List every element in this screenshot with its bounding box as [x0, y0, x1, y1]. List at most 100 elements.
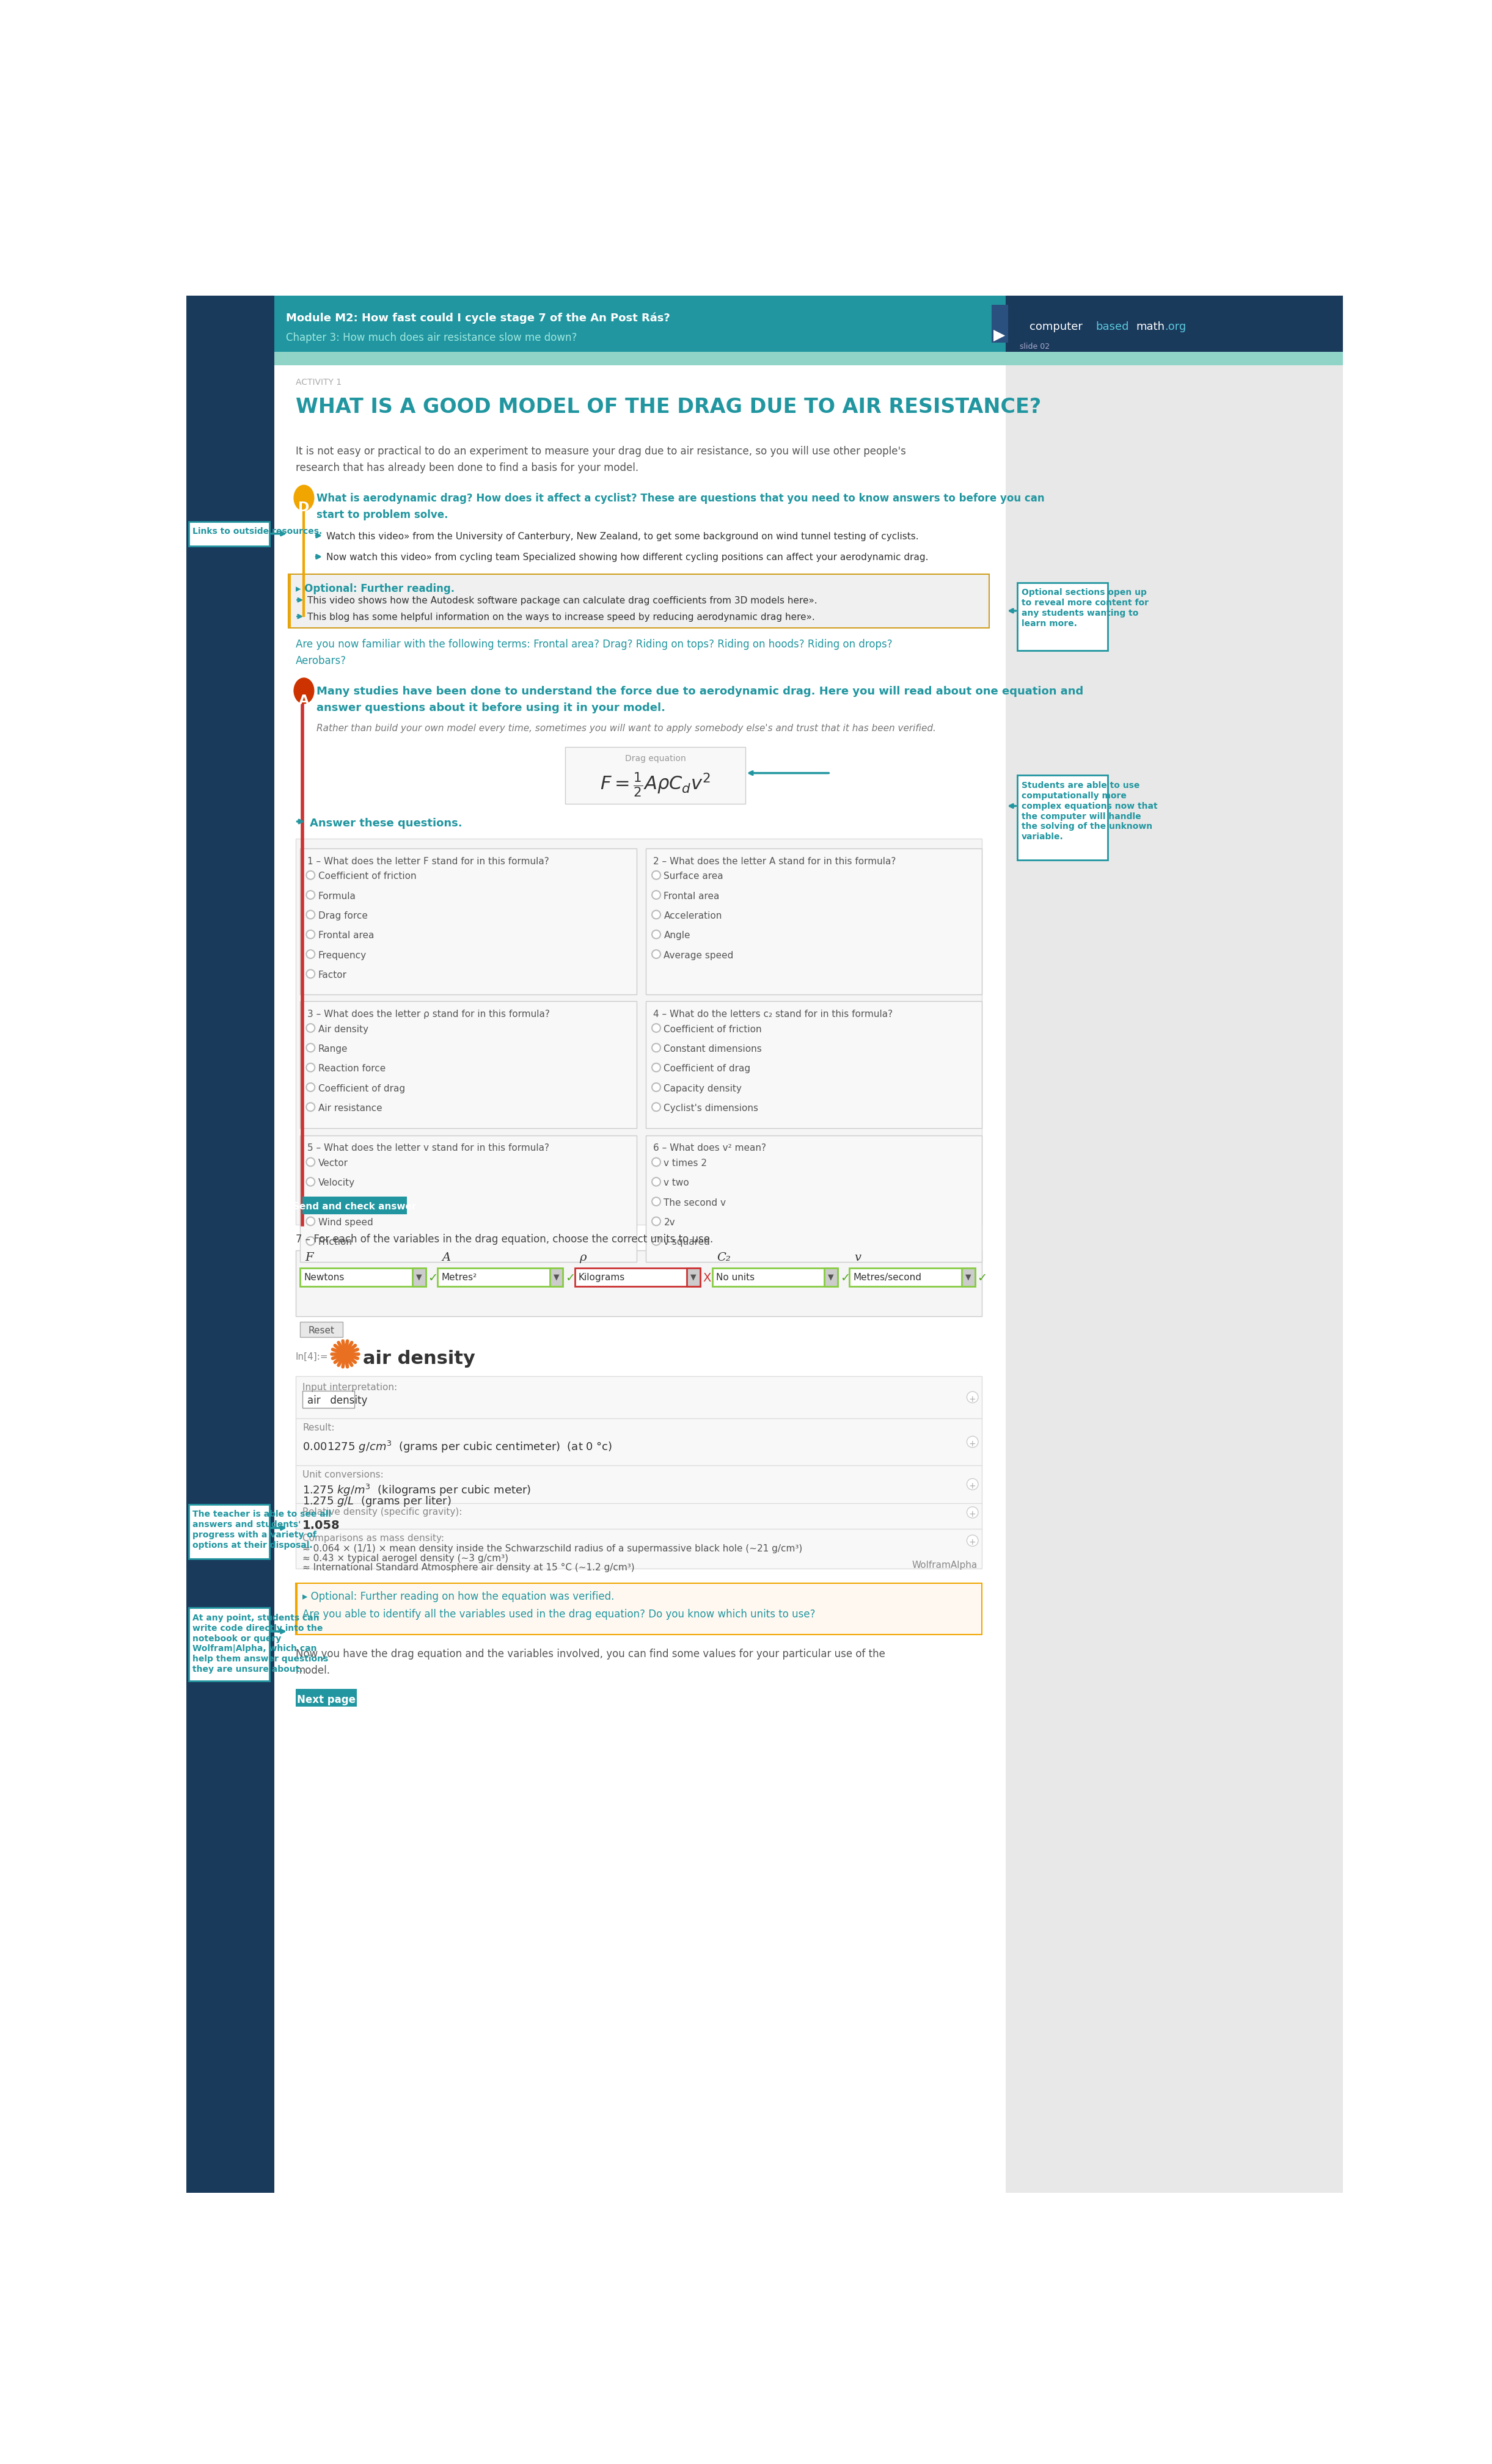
- Text: Air density: Air density: [318, 1025, 369, 1035]
- Text: Relative density (specific gravity):: Relative density (specific gravity):: [303, 1508, 463, 1518]
- FancyBboxPatch shape: [295, 838, 982, 1225]
- Circle shape: [306, 1217, 315, 1225]
- Text: Students are able to use: Students are able to use: [1022, 781, 1140, 788]
- Text: +: +: [968, 1481, 976, 1491]
- Text: ≈ International Standard Atmosphere air density at 15 °C (∼1.2 g/cm³): ≈ International Standard Atmosphere air …: [303, 1562, 634, 1572]
- Circle shape: [652, 1217, 661, 1225]
- Text: ✓: ✓: [840, 1271, 850, 1284]
- FancyBboxPatch shape: [295, 1375, 982, 1570]
- Text: It is not easy or practical to do an experiment to measure your drag due to air : It is not easy or practical to do an exp…: [295, 446, 906, 458]
- Text: help them answer questions: help them answer questions: [192, 1656, 328, 1663]
- Text: Drag force: Drag force: [318, 912, 367, 922]
- Text: ▶: ▶: [994, 328, 1006, 342]
- Circle shape: [337, 1348, 352, 1360]
- Circle shape: [652, 1023, 661, 1032]
- Text: +: +: [968, 1395, 976, 1404]
- Text: Metres²: Metres²: [442, 1274, 477, 1281]
- Text: 3 – What does the letter ρ stand for in this formula?: 3 – What does the letter ρ stand for in …: [307, 1010, 549, 1018]
- Text: v times 2: v times 2: [664, 1158, 707, 1168]
- Text: +: +: [968, 1439, 976, 1449]
- Text: ▼: ▼: [416, 1274, 422, 1281]
- Text: air density: air density: [363, 1350, 476, 1368]
- Text: options at their disposal.: options at their disposal.: [192, 1540, 313, 1550]
- Circle shape: [967, 1392, 979, 1402]
- FancyBboxPatch shape: [189, 522, 270, 547]
- Text: computer: computer: [1029, 320, 1082, 333]
- Text: the solving of the unknown: the solving of the unknown: [1022, 823, 1152, 830]
- Text: Many studies have been done to understand the force due to aerodynamic drag. Her: Many studies have been done to understan…: [316, 685, 1083, 697]
- Text: ≈ 0.43 × typical aerogel density (∼3 g/cm³): ≈ 0.43 × typical aerogel density (∼3 g/c…: [303, 1555, 509, 1562]
- Circle shape: [652, 890, 661, 899]
- Text: Formula: Formula: [318, 892, 357, 902]
- Text: Factor: Factor: [318, 971, 346, 981]
- Text: computationally more: computationally more: [1022, 791, 1126, 801]
- Text: C₂: C₂: [716, 1252, 731, 1264]
- Text: Coefficient of drag: Coefficient of drag: [664, 1064, 750, 1074]
- Text: 7 – For each of the variables in the drag equation, choose the correct units to : 7 – For each of the variables in the dra…: [295, 1234, 713, 1244]
- Text: they are unsure about.: they are unsure about.: [192, 1666, 303, 1673]
- Circle shape: [306, 1198, 315, 1205]
- Circle shape: [306, 909, 315, 919]
- Text: Chapter 3: How much does air resistance slow me down?: Chapter 3: How much does air resistance …: [286, 333, 577, 342]
- Circle shape: [306, 1023, 315, 1032]
- Circle shape: [967, 1478, 979, 1491]
- Text: X: X: [703, 1271, 710, 1284]
- Text: Drag equation: Drag equation: [625, 754, 686, 764]
- Circle shape: [967, 1535, 979, 1547]
- FancyBboxPatch shape: [992, 306, 1009, 342]
- Text: Watch this video» from the University of Canterbury, New Zealand, to get some ba: Watch this video» from the University of…: [327, 532, 919, 542]
- Text: any students wanting to: any students wanting to: [1022, 609, 1138, 618]
- Text: Module M2: How fast could I cycle stage 7 of the An Post Rás?: Module M2: How fast could I cycle stage …: [286, 313, 670, 323]
- FancyBboxPatch shape: [686, 1269, 700, 1286]
- Text: ✓: ✓: [565, 1271, 576, 1284]
- Text: Send and check answer: Send and check answer: [292, 1202, 416, 1212]
- FancyBboxPatch shape: [189, 1609, 270, 1680]
- FancyBboxPatch shape: [646, 1136, 982, 1262]
- Text: answers and students': answers and students': [192, 1520, 301, 1530]
- Text: ✓: ✓: [428, 1271, 439, 1284]
- FancyBboxPatch shape: [712, 1269, 837, 1286]
- Text: Metres/second: Metres/second: [853, 1274, 922, 1281]
- Text: learn more.: learn more.: [1022, 618, 1077, 628]
- Text: Cyclist's dimensions: Cyclist's dimensions: [664, 1104, 758, 1114]
- Text: +: +: [968, 1538, 976, 1547]
- Text: Next page: Next page: [297, 1695, 355, 1705]
- FancyBboxPatch shape: [549, 1269, 562, 1286]
- Text: 6 – What does v² mean?: 6 – What does v² mean?: [653, 1143, 765, 1153]
- Text: Capacity density: Capacity density: [664, 1084, 742, 1094]
- Circle shape: [967, 1437, 979, 1446]
- Text: A: A: [298, 695, 309, 707]
- Text: In[4]:=: In[4]:=: [295, 1353, 328, 1363]
- Text: ▼: ▼: [828, 1274, 834, 1281]
- FancyBboxPatch shape: [189, 1506, 270, 1560]
- Circle shape: [652, 1042, 661, 1052]
- Text: Angle: Angle: [664, 931, 691, 941]
- Circle shape: [652, 1158, 661, 1165]
- Circle shape: [652, 1178, 661, 1185]
- Circle shape: [652, 1104, 661, 1111]
- FancyBboxPatch shape: [295, 1249, 982, 1316]
- Circle shape: [652, 1237, 661, 1244]
- Ellipse shape: [294, 485, 315, 510]
- FancyBboxPatch shape: [962, 1269, 974, 1286]
- Text: Air resistance: Air resistance: [318, 1104, 382, 1114]
- FancyBboxPatch shape: [295, 1688, 357, 1708]
- Text: ρ: ρ: [579, 1252, 586, 1264]
- FancyBboxPatch shape: [1006, 296, 1343, 352]
- Text: At any point, students can: At any point, students can: [192, 1614, 319, 1621]
- Text: to reveal more content for: to reveal more content for: [1022, 599, 1149, 606]
- Circle shape: [306, 1158, 315, 1165]
- FancyBboxPatch shape: [303, 1198, 407, 1215]
- Circle shape: [306, 929, 315, 939]
- FancyBboxPatch shape: [300, 1321, 343, 1338]
- Text: Result:: Result:: [303, 1424, 334, 1432]
- Text: Unit conversions:: Unit conversions:: [303, 1471, 383, 1478]
- Text: write code directly into the: write code directly into the: [192, 1624, 324, 1634]
- Text: 2 – What does the letter A stand for in this formula?: 2 – What does the letter A stand for in …: [653, 857, 895, 865]
- Text: ▸ Optional: Further reading on how the equation was verified.: ▸ Optional: Further reading on how the e…: [303, 1592, 615, 1602]
- Text: ▼: ▼: [965, 1274, 971, 1281]
- Text: $0.001275 \ g/cm^3$  (grams per cubic centimeter)  (at 0 °c): $0.001275 \ g/cm^3$ (grams per cubic cen…: [303, 1439, 612, 1454]
- Text: F: F: [304, 1252, 313, 1264]
- Text: This blog has some helpful information on the ways to increase speed by reducing: This blog has some helpful information o…: [307, 614, 815, 621]
- FancyBboxPatch shape: [303, 1392, 355, 1407]
